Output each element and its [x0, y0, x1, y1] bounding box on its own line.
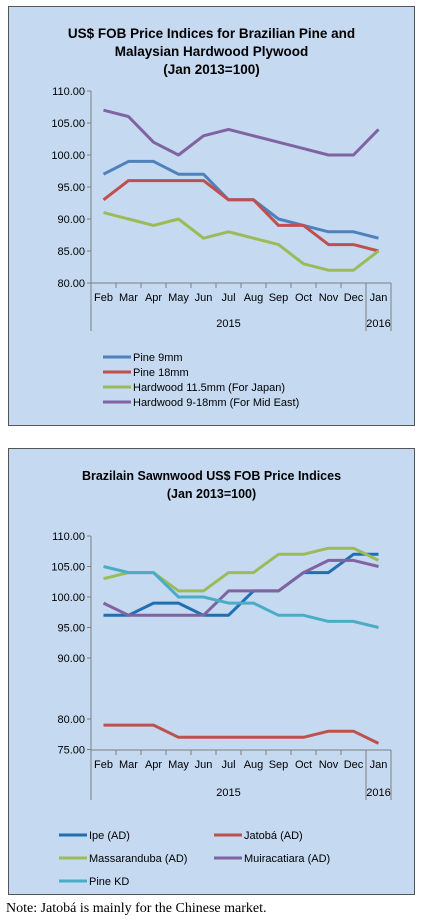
chart1-x-tick-label: Jul: [221, 292, 235, 304]
chart1-x-tick-label: Dec: [344, 292, 364, 304]
chart1-x-tick-label: Sep: [269, 292, 289, 304]
chart2-group-label: 2016: [366, 787, 390, 799]
chart2-legend-label-ipe-ad: Ipe (AD): [89, 830, 130, 842]
chart2-y-tick-label: 95.00: [57, 623, 85, 635]
chart2-legend-label-jatoba-ad: Jatobá (AD): [244, 830, 303, 842]
chart2-y-tick-label: 90.00: [57, 653, 85, 665]
chart1-x-tick-label: Mar: [119, 292, 138, 304]
chart1-legend-label-pine-18mm: Pine 18mm: [133, 367, 189, 379]
chart1-group-label: 2016: [366, 318, 390, 330]
chart1-y-tick-label: 85.00: [57, 246, 85, 258]
chart2-x-tick-label: Jun: [195, 759, 213, 771]
chart1-y-tick-label: 105.00: [51, 118, 85, 130]
chart2-x-tick-label: Jul: [221, 759, 235, 771]
chart2-y-tick-label: 75.00: [57, 745, 85, 757]
chart2-y-tick-label: 80.00: [57, 714, 85, 726]
chart1-x-tick-label: Feb: [94, 292, 113, 304]
chart2-title-line-1: Brazilain Sawnwood US$ FOB Price Indices: [81, 469, 342, 483]
chart1-group-label: 2015: [216, 318, 240, 330]
chart2-legend-label-muiracatiara-ad: Muiracatiara (AD): [244, 853, 330, 865]
chart1-x-tick-label: Aug: [244, 292, 264, 304]
chart2-legend-label-massaranduba-ad: Massaranduba (AD): [89, 853, 187, 865]
chart2-series-jatoba-ad-line: [103, 723, 380, 745]
chart1-x-tick-label: Jan: [370, 292, 388, 304]
chart2-title-line-2: (Jan 2013=100): [166, 487, 257, 501]
chart1-y-tick-label: 95.00: [57, 182, 85, 194]
chart2-legend-label-pine-kd: Pine KD: [89, 876, 129, 888]
chart1-title-line-2: Malaysian Hardwood Plywood: [114, 44, 309, 59]
chart1-x-tick-label: Nov: [319, 292, 339, 304]
chart1-x-tick-label: May: [168, 292, 189, 304]
plywood-chart-panel: US$ FOB Price Indices for Brazilian Pine…: [8, 6, 415, 426]
chart2-series-muiracatiara-ad-line: [102, 558, 379, 617]
chart2-series-ipe-ad-line: [103, 552, 379, 617]
chart1-x-tick-label: Apr: [145, 292, 162, 304]
sawnwood-chart-panel: Brazilain Sawnwood US$ FOB Price Indices…: [8, 448, 415, 895]
chart1-title-line-3: (Jan 2013=100): [163, 62, 260, 77]
chart1-series-hardwood-9-18mm-for-mid-east-line: [103, 108, 380, 157]
chart2-x-tick-label: Dec: [344, 759, 364, 771]
chart2-x-tick-label: Aug: [244, 759, 264, 771]
chart2-series-massaranduba-ad-line: [103, 546, 380, 593]
chart2-x-tick-label: Nov: [319, 759, 339, 771]
chart2-x-tick-label: Mar: [119, 759, 138, 771]
chart1-series-pine-18mm-line: [102, 179, 379, 253]
chart1-y-tick-label: 100.00: [51, 150, 85, 162]
chart2-x-tick-label: Apr: [145, 759, 162, 771]
chart1-y-tick-label: 90.00: [57, 214, 85, 226]
chart2-x-tick-label: May: [168, 759, 189, 771]
plywood-chart-plot: 110.00 105.00 100.00 95.00 90.00 85.00 80.00 Fe…: [51, 86, 392, 409]
chart2-x-tick-label: Feb: [94, 759, 113, 771]
chart1-legend-label-hardwood-11-5mm-for-japan: Hardwood 11.5mm (For Japan): [133, 382, 285, 394]
chart1-legend-label-pine-9mm: Pine 9mm: [133, 352, 183, 364]
chart2-y-tick-label: 110.00: [52, 531, 85, 543]
chart2-x-tick-label: Oct: [295, 759, 312, 771]
chart1-y-tick-label: 80.00: [57, 278, 85, 290]
chart1-y-tick-label: 110.00: [52, 86, 85, 98]
chart1-title-line-1: US$ FOB Price Indices for Brazilian Pine…: [67, 26, 356, 41]
sawnwood-chart-plot: 110.00 105.00 100.00 95.00 90.00 80.00 75.00 Fe…: [51, 531, 392, 888]
chart1-legend-label-hardwood-9-18mm-for-mid-east: Hardwood 9-18mm (For Mid East): [133, 397, 299, 409]
chart2-y-tick-label: 105.00: [51, 562, 85, 574]
chart2-x-tick-label: Jan: [370, 759, 388, 771]
chart2-y-tick-label: 100.00: [51, 592, 85, 604]
chart2-series-pine-kd-line: [103, 565, 379, 629]
chart1-x-tick-label: Jun: [195, 292, 213, 304]
footnote: Note: Jatobá is mainly for the Chinese m…: [6, 901, 267, 916]
chart2-x-tick-label: Sep: [269, 759, 289, 771]
chart1-series-hardwood-11-5mm-for-japan-line: [103, 211, 380, 272]
chart1-x-tick-label: Oct: [295, 292, 312, 304]
chart2-group-label: 2015: [216, 787, 240, 799]
